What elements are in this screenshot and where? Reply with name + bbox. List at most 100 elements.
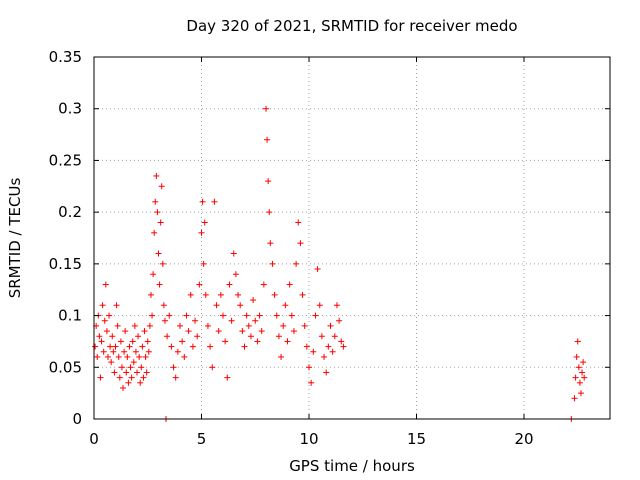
data-point	[115, 353, 122, 360]
data-point	[103, 328, 110, 335]
data-point	[200, 260, 207, 267]
data-point	[107, 343, 114, 350]
data-point	[577, 390, 584, 397]
y-tick-label: 0	[72, 410, 82, 428]
data-point	[224, 374, 231, 381]
data-point	[150, 271, 157, 278]
data-point	[118, 364, 125, 371]
data-point	[241, 343, 248, 350]
y-tick-label: 0.35	[49, 48, 82, 66]
data-point	[154, 209, 161, 216]
data-point	[220, 312, 226, 319]
data-point	[581, 374, 588, 381]
data-point	[288, 312, 295, 319]
y-tick-label: 0.2	[58, 203, 82, 221]
data-point	[143, 369, 150, 376]
data-point	[575, 364, 582, 371]
data-point	[266, 209, 273, 216]
data-point	[192, 317, 199, 324]
data-point	[258, 328, 265, 335]
data-point	[204, 322, 211, 329]
data-point	[572, 374, 579, 381]
data-point	[129, 338, 136, 345]
data-point	[136, 353, 143, 360]
data-point	[99, 302, 106, 309]
data-point	[151, 229, 158, 236]
data-point	[194, 333, 201, 340]
data-point	[166, 312, 173, 319]
data-point	[157, 219, 164, 226]
data-point	[139, 343, 146, 350]
data-point	[177, 322, 183, 329]
data-point	[280, 322, 287, 329]
y-tick-label: 0.05	[49, 358, 82, 376]
data-point	[245, 322, 252, 329]
data-point	[303, 343, 310, 350]
data-point	[92, 343, 99, 350]
data-point	[174, 348, 181, 355]
data-point	[301, 322, 308, 329]
x-tick-label: 20	[514, 430, 533, 448]
data-point	[217, 291, 224, 298]
data-point	[164, 333, 171, 340]
data-point	[126, 343, 133, 350]
data-point	[145, 348, 152, 355]
data-point	[185, 328, 192, 335]
data-point	[127, 364, 134, 371]
data-point	[106, 312, 113, 319]
data-point	[130, 359, 137, 366]
data-point	[209, 364, 216, 371]
data-point	[269, 260, 276, 267]
data-point	[215, 328, 222, 335]
data-point	[202, 291, 209, 298]
data-point	[207, 343, 214, 350]
data-point	[104, 353, 111, 360]
data-point	[267, 240, 274, 247]
data-point	[299, 291, 306, 298]
data-point	[340, 343, 347, 350]
data-point	[110, 348, 117, 355]
data-point	[329, 348, 336, 355]
data-point	[286, 281, 293, 288]
data-point	[325, 343, 332, 350]
data-point	[94, 353, 101, 360]
data-point	[181, 353, 188, 360]
data-point	[265, 178, 272, 185]
data-point	[226, 281, 233, 288]
data-point	[254, 338, 261, 345]
data-point	[321, 353, 328, 360]
data-point	[142, 353, 149, 360]
data-point	[170, 364, 177, 371]
data-point	[102, 281, 109, 288]
data-point	[260, 281, 267, 288]
data-point	[161, 317, 168, 324]
data-point	[187, 291, 194, 298]
data-point	[124, 353, 131, 360]
x-axis-label: GPS time / hours	[289, 457, 415, 475]
data-point	[135, 333, 142, 340]
x-tick-label: 0	[89, 430, 99, 448]
data-point	[201, 219, 208, 226]
data-point	[160, 302, 167, 309]
x-tick-label: 10	[299, 430, 318, 448]
data-point	[293, 260, 300, 267]
data-point	[125, 379, 132, 386]
data-point	[113, 302, 120, 309]
data-point	[243, 312, 250, 319]
data-point	[114, 322, 121, 329]
data-point	[116, 374, 123, 381]
data-point	[196, 281, 203, 288]
data-point	[290, 328, 297, 335]
y-tick-label: 0.3	[58, 100, 82, 118]
data-point	[571, 395, 578, 402]
data-point	[239, 328, 246, 335]
data-point	[314, 266, 321, 273]
axis-layer: 0 0.05 0.1 0.15 0.2 0.25 0.3 0.35 0 5 10 15 20	[49, 48, 610, 448]
chart-title: Day 320 of 2021, SRMTID for receiver med…	[186, 17, 518, 35]
data-point	[222, 338, 229, 345]
y-tick-label: 0.1	[58, 307, 82, 325]
data-point	[338, 338, 345, 345]
data-point	[128, 374, 135, 381]
data-point	[228, 317, 235, 324]
